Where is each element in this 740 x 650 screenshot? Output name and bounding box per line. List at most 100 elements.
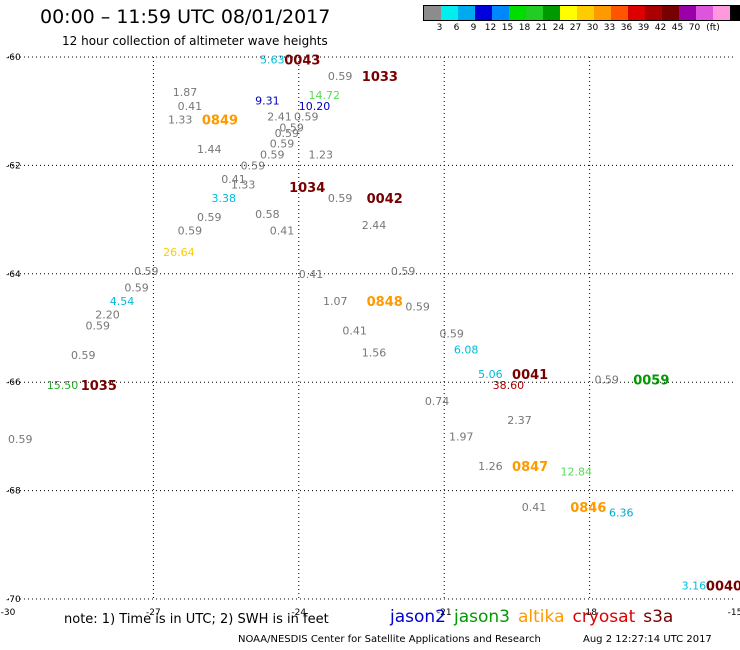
color-scale-label: 27	[569, 23, 582, 33]
wave-height-label: 0.59	[328, 70, 353, 83]
color-scale-label: 12	[484, 23, 497, 33]
wave-height-label: 4.54	[110, 295, 135, 308]
color-scale-label: 21	[535, 23, 548, 33]
wave-height-label: 0.59	[71, 349, 96, 362]
wave-height-label: 1.33	[168, 113, 193, 126]
wave-height-label: 0.59	[8, 433, 33, 446]
wave-height-label: 0.58	[255, 208, 280, 221]
color-swatch	[628, 6, 645, 20]
color-scale-label: 18	[518, 23, 531, 33]
wave-height-label: 0.41	[221, 173, 246, 186]
wave-height-label: 0.59	[134, 265, 159, 278]
color-scale-label: 9	[470, 23, 477, 33]
wave-height-label: 0.59	[197, 211, 222, 224]
color-scale-label: 15	[501, 23, 514, 33]
wave-height-label: 0.74	[425, 395, 450, 408]
x-tick-label: -15	[728, 608, 740, 618]
pass-time-label: 0043	[284, 54, 320, 69]
pass-time-label: 0847	[512, 460, 548, 475]
wave-height-label: 1.23	[308, 149, 333, 162]
wave-height-label: 0.59	[270, 138, 295, 151]
wave-height-label: 5.63	[260, 54, 285, 67]
color-swatch	[441, 6, 458, 20]
wave-height-label: 1.07	[323, 295, 348, 308]
wave-height-label: 0.59	[241, 159, 266, 172]
color-swatch	[696, 6, 713, 20]
color-scale-label: 70	[688, 23, 701, 33]
wave-height-label: 0.59	[178, 224, 203, 237]
satellite-legend-entry: jason3	[454, 607, 510, 627]
satellite-legend-entry: s3a	[643, 607, 674, 627]
x-tick-label: -27	[146, 608, 161, 618]
satellite-legend-entry: cryosat	[572, 607, 636, 627]
wave-height-label: 2.20	[95, 308, 120, 321]
color-scale-labels: 3 6 9 12 15 18 21 24 27 30 33 36 39 42 45 70 (ft)	[423, 23, 740, 33]
pass-time-label: 0059	[633, 373, 669, 388]
y-tick-label: -64	[6, 270, 21, 280]
color-swatch	[611, 6, 628, 20]
x-tick-label: -24	[291, 608, 306, 618]
wave-height-label: 1.97	[449, 430, 474, 443]
color-scale-label: 45	[671, 23, 684, 33]
wave-height-label: 0.59	[275, 127, 300, 140]
pass-time-label: 0846	[570, 501, 606, 516]
color-swatch	[475, 6, 492, 20]
chart-title: 00:00 – 11:59 UTC 08/01/2017	[40, 6, 331, 28]
color-swatch	[560, 6, 577, 20]
pass-time-label: 0849	[202, 113, 238, 128]
wave-height-label: 3.38	[212, 192, 237, 205]
color-scale-label: 24	[552, 23, 565, 33]
wave-height-label: 2.41	[267, 111, 292, 124]
wave-height-label: 0.59	[328, 192, 353, 205]
satellite-legend: jason2 jason3 altika cryosat s3a	[390, 607, 681, 627]
wave-height-label: 15.50	[47, 379, 78, 392]
pass-time-label: 1035	[81, 379, 117, 394]
wave-height-label: 0.59	[594, 373, 619, 386]
color-scale-label: 3	[436, 23, 443, 33]
wave-height-label: 5.06	[478, 368, 503, 381]
wave-height-label: 0.59	[439, 327, 464, 340]
wave-height-label: 9.31	[255, 94, 280, 107]
x-tick-label: -21	[437, 608, 452, 618]
y-tick-label: -70	[6, 595, 21, 605]
color-swatch	[509, 6, 526, 20]
wave-height-label: 0.41	[178, 100, 203, 113]
color-swatch	[424, 6, 441, 20]
wave-height-label: 1.26	[478, 460, 503, 473]
y-tick-label: -60	[6, 53, 21, 63]
color-swatch	[526, 6, 543, 20]
y-tick-label: -62	[6, 161, 21, 171]
color-swatch	[594, 6, 611, 20]
wave-height-label: 6.08	[454, 344, 479, 357]
footer-note: note: 1) Time is in UTC; 2) SWH is in fe…	[64, 612, 329, 627]
wave-height-label: 0.59	[279, 121, 304, 134]
wave-height-label: 0.59	[405, 300, 430, 313]
color-swatch	[543, 6, 560, 20]
wave-height-label: 6.36	[609, 506, 634, 519]
wave-height-label: 0.59	[260, 149, 285, 162]
color-swatch	[679, 6, 696, 20]
pass-time-label: 0040	[706, 579, 740, 594]
color-scale-label: 30	[586, 23, 599, 33]
color-scale-label: 36	[620, 23, 633, 33]
color-scale-legend: 3 6 9 12 15 18 21 24 27 30 33 36 39 42 45 70 (ft)	[423, 5, 740, 33]
wave-height-label: 0.41	[522, 501, 547, 514]
wave-height-label: 2.44	[362, 219, 387, 232]
wave-height-label: 1.44	[197, 143, 222, 156]
y-tick-label: -66	[6, 378, 21, 388]
wave-height-label: 0.59	[294, 111, 319, 124]
y-tick-label: -68	[6, 487, 21, 497]
wave-height-label: 10.20	[299, 100, 331, 113]
wave-height-label: 1.33	[231, 178, 256, 191]
color-scale-label: 33	[603, 23, 616, 33]
color-swatch	[645, 6, 662, 20]
wave-height-label: 3.16	[682, 579, 707, 592]
color-scale-swatches	[423, 5, 740, 21]
x-tick-label: -30	[1, 608, 16, 618]
pass-time-label: 1033	[362, 70, 398, 85]
color-scale-unit: (ft)	[706, 23, 720, 33]
pass-time-label: 0041	[512, 368, 548, 383]
wave-height-label: 14.72	[308, 89, 340, 102]
